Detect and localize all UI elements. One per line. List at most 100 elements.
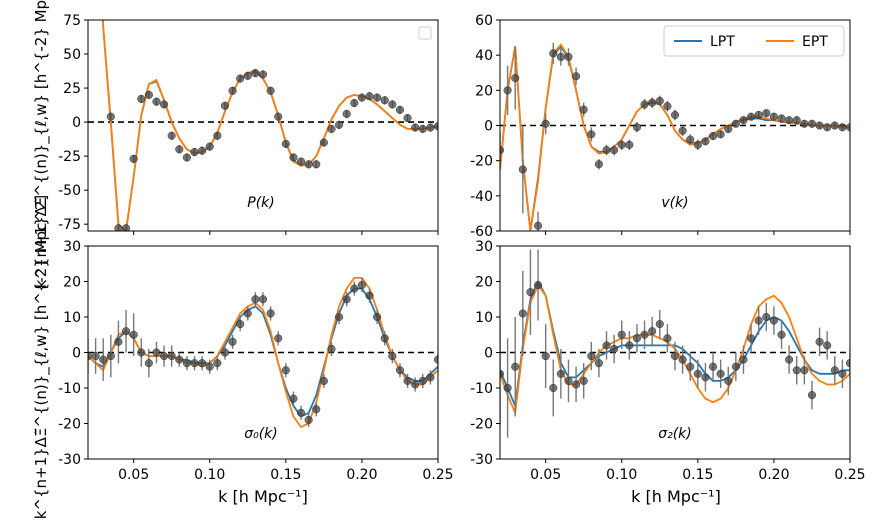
data-point — [693, 369, 702, 378]
data-point — [304, 415, 313, 425]
data-point — [716, 369, 725, 378]
data-point — [708, 132, 718, 141]
data-point — [319, 376, 328, 385]
data-point — [319, 138, 328, 147]
x-tick-label: 0.25 — [422, 467, 453, 483]
empty-legend-box — [418, 26, 432, 40]
data-point — [357, 281, 366, 290]
data-point — [533, 281, 543, 290]
data-point — [160, 100, 169, 109]
data-point — [503, 383, 512, 393]
data-point — [640, 330, 649, 339]
data-point — [403, 113, 412, 123]
data-point — [564, 52, 573, 61]
x-tick-label: 0.05 — [530, 467, 561, 483]
y-tick-label: -50 — [58, 183, 81, 199]
data-point — [807, 119, 817, 128]
data-point — [610, 344, 619, 354]
data-point — [433, 355, 438, 364]
data-point — [114, 337, 123, 346]
data-point — [845, 123, 850, 132]
y-tick-label: -10 — [58, 381, 81, 397]
data-point — [587, 130, 596, 139]
data-point — [395, 366, 405, 375]
y-tick-label: -30 — [58, 452, 81, 468]
y-tick-label: -20 — [58, 417, 81, 433]
data-point — [327, 344, 336, 354]
data-point — [648, 327, 657, 336]
panel-frame — [87, 19, 439, 232]
data-point — [648, 98, 657, 107]
data-point — [403, 376, 412, 385]
data-point — [144, 90, 153, 99]
legend-label-ept: EPT — [802, 34, 828, 50]
x-tick-label: 0.20 — [346, 467, 377, 483]
y-tick-label: 20 — [475, 83, 493, 99]
data-point — [632, 123, 642, 132]
data-point — [190, 147, 199, 157]
data-point — [137, 94, 146, 104]
data-point — [182, 153, 191, 162]
data-point — [281, 366, 290, 375]
y-axis-label-top: k^{n+1}ΔΞ̃^{(n)}_{ℓ,w} [h^{-2} Mpc^2] — [32, 0, 51, 288]
y-tick-label: 30 — [475, 239, 493, 255]
data-point — [579, 105, 588, 114]
data-point — [602, 341, 611, 350]
data-point — [655, 320, 664, 329]
data-point — [769, 112, 778, 121]
data-point — [418, 376, 427, 385]
y-axis-label-top-text: k^{n+1}ΔΞ̃^{(n)}_{ℓ,w} [h^{-2} Mpc^2] — [32, 0, 51, 288]
data-point — [236, 320, 245, 329]
data-point — [731, 362, 740, 371]
data-point — [518, 309, 527, 318]
data-point — [533, 221, 543, 230]
data-point — [777, 330, 786, 339]
data-point — [693, 140, 702, 149]
data-point — [800, 366, 809, 375]
data-point — [541, 119, 550, 128]
data-point — [739, 355, 748, 364]
data-point — [610, 146, 619, 155]
data-point — [830, 121, 839, 130]
data-point — [251, 69, 260, 78]
y-tick-label: 60 — [475, 13, 493, 29]
y-tick-label: 20 — [475, 275, 493, 291]
data-point — [335, 312, 344, 322]
data-point — [220, 101, 230, 110]
data-point — [426, 123, 435, 132]
data-point — [785, 116, 794, 125]
panel-annotation: σ₀(k) — [244, 426, 278, 442]
y-tick-label: 0 — [484, 346, 493, 362]
data-point — [418, 124, 427, 133]
data-point — [625, 140, 634, 149]
data-point — [785, 355, 794, 364]
data-point — [511, 362, 520, 371]
data-point — [335, 120, 344, 129]
data-point — [823, 341, 832, 350]
data-point — [175, 355, 184, 364]
y-tick-label: 0 — [484, 119, 493, 135]
panel-velocity: -60 -40 -20 0 20 40 60 v(k) LPT EPT — [470, 13, 851, 240]
data-point — [777, 114, 786, 123]
y-axis-label-bottom-text: k^{n+1}ΔΞ̃^{(n)}_{ℓ,w} [h^{-2} Mpc^2] — [32, 195, 51, 520]
data-point — [655, 96, 664, 105]
x-tick-label: 0.10 — [194, 467, 225, 483]
y-tick-label: 0 — [72, 115, 81, 131]
data-point — [579, 376, 588, 385]
data-point — [686, 362, 695, 371]
data-point — [106, 112, 115, 121]
data-point — [258, 70, 268, 79]
data-point — [686, 135, 695, 144]
y-tick-label: 25 — [63, 81, 81, 97]
data-point — [640, 100, 649, 109]
data-point — [503, 86, 512, 95]
data-point — [198, 146, 207, 155]
data-point — [731, 119, 740, 128]
data-point — [274, 334, 283, 343]
data-point — [587, 352, 596, 361]
data-point — [792, 366, 801, 375]
y-tick-label: 10 — [475, 310, 493, 326]
data-point — [800, 119, 809, 128]
data-point — [205, 362, 214, 371]
data-point — [747, 334, 756, 343]
